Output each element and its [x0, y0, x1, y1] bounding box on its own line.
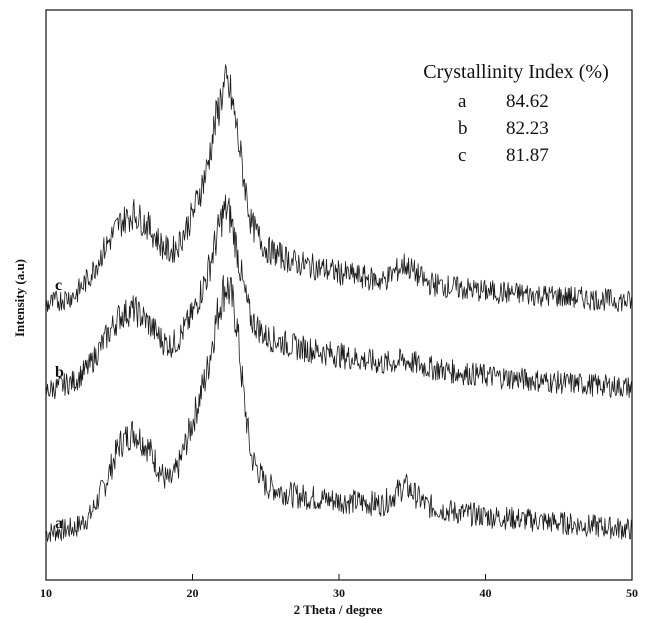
- x-tick-label: 10: [40, 586, 52, 600]
- legend-series-name: a: [458, 91, 467, 112]
- series-trace-c: [45, 64, 633, 313]
- y-axis-title: Intensity (a.u): [12, 259, 27, 337]
- x-tick-label: 40: [480, 586, 492, 600]
- x-axis-ticks: 10 20 30 40 50: [40, 574, 638, 600]
- series-labels: a b c: [55, 277, 64, 532]
- x-tick-label: 20: [187, 586, 199, 600]
- series-traces: [45, 64, 633, 542]
- series-trace-a: [45, 275, 633, 542]
- x-axis-title: 2 Theta / degree: [294, 602, 383, 617]
- x-tick-label: 50: [626, 586, 638, 600]
- legend-series-name: c: [458, 145, 466, 166]
- legend-title: Crystallinity Index (%): [423, 61, 609, 83]
- x-tick-label: 30: [333, 586, 345, 600]
- legend-series-name: b: [458, 118, 468, 139]
- series-label-a: a: [55, 515, 63, 532]
- series-trace-b: [45, 194, 633, 400]
- crystallinity-legend: Crystallinity Index (%) a 84.62 b 82.23 c 81.…: [423, 61, 609, 166]
- series-label-b: b: [55, 364, 64, 381]
- series-label-c: c: [55, 277, 62, 294]
- legend-series-value: 84.62: [506, 91, 549, 112]
- legend-series-value: 81.87: [506, 145, 549, 166]
- legend-series-value: 82.23: [506, 118, 549, 139]
